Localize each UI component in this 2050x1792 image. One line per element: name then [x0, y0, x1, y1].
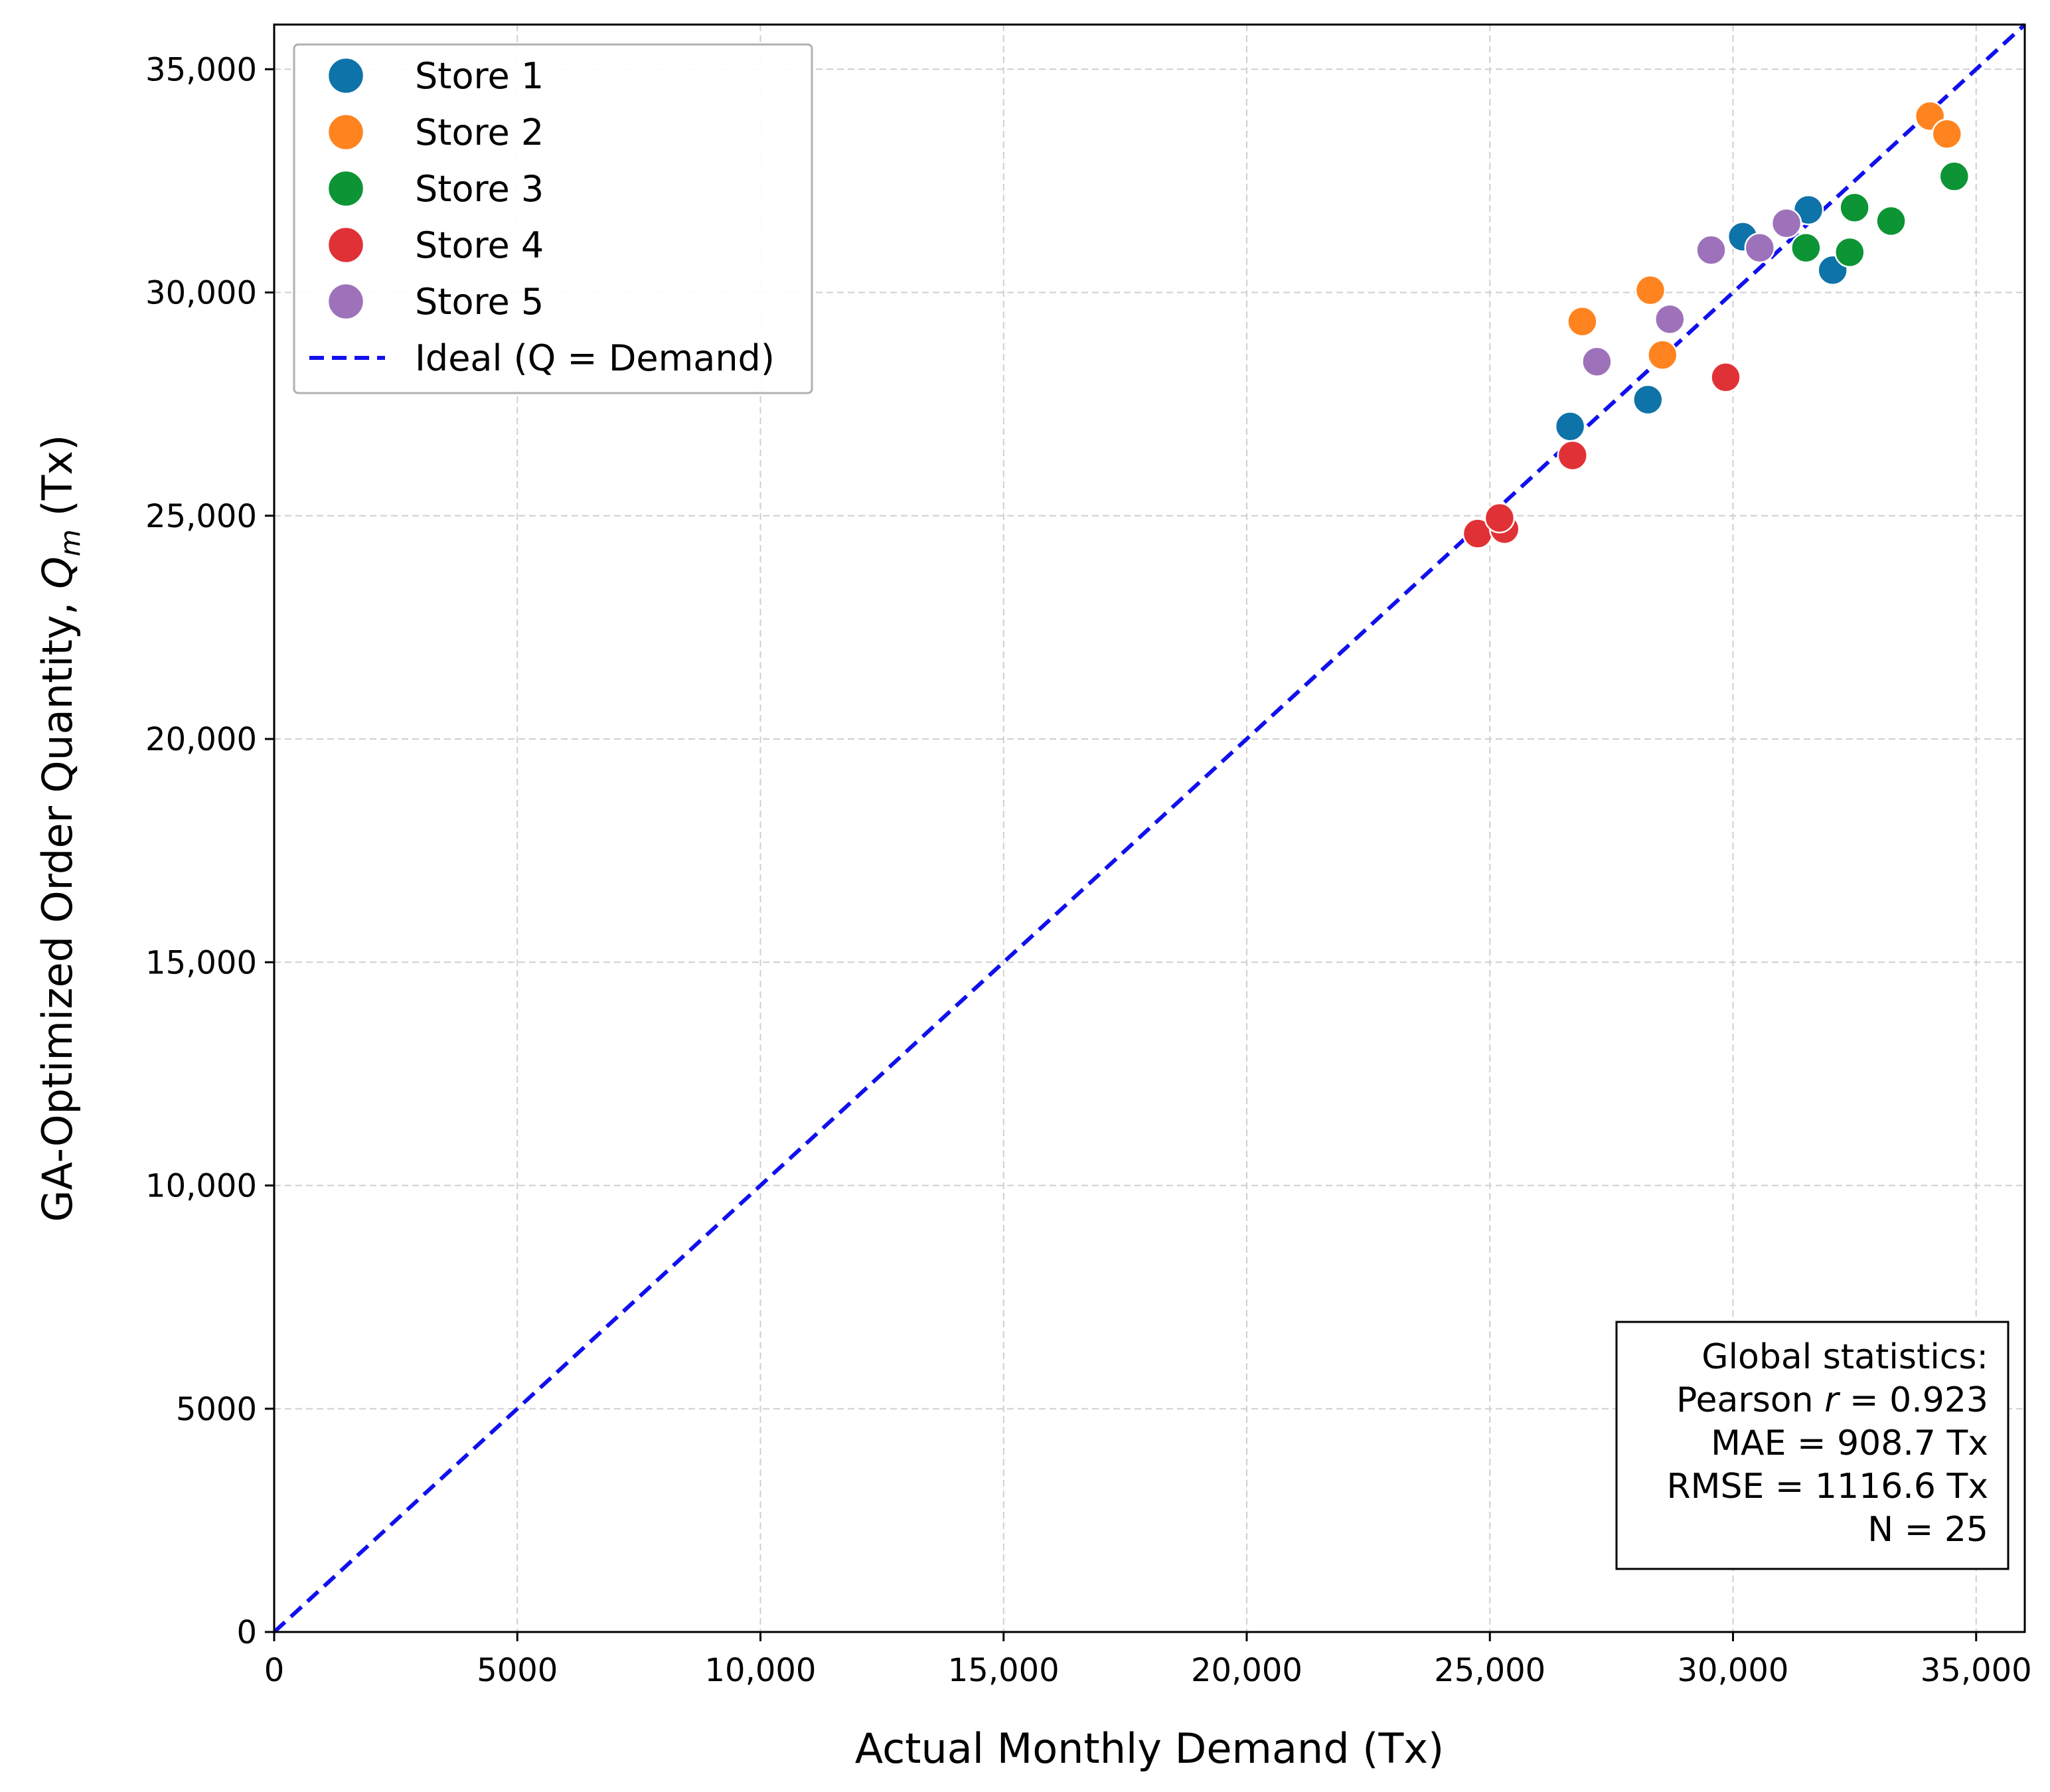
- y-tick-label: 5000: [176, 1391, 257, 1428]
- x-axis-title: Actual Monthly Demand (Tx): [855, 1724, 1444, 1773]
- legend-marker-store-3: [327, 169, 365, 208]
- y-tick-label: 35,000: [145, 51, 257, 88]
- stats-pearson-value: = 0.923: [1839, 1380, 1989, 1420]
- legend-items: Store 1 Store 2 Store 3 Store 4 Store 5 Ideal…: [309, 55, 775, 379]
- x-tick-label: 30,000: [1678, 1652, 1789, 1689]
- data-point-store-5: [1744, 232, 1776, 264]
- data-point-store-3: [1834, 236, 1865, 268]
- data-point-store-1: [1632, 384, 1664, 416]
- legend-label-ideal: Ideal (Q = Demand): [415, 337, 775, 379]
- data-point-store-2: [1567, 305, 1598, 337]
- plot-frame: [273, 23, 2026, 1633]
- data-point-store-2: [1931, 118, 1963, 150]
- x-tick-label: 25,000: [1434, 1652, 1545, 1689]
- y-tick-label: 0: [236, 1614, 257, 1651]
- y-tick-label: 30,000: [145, 275, 257, 312]
- legend-marker-store-5: [327, 282, 365, 321]
- legend: Store 1 Store 2 Store 3 Store 4 Store 5 Ideal…: [293, 43, 813, 394]
- y-tick-label: 25,000: [145, 498, 257, 535]
- stats-pearson-var: r: [1824, 1380, 1841, 1420]
- data-point-store-5: [1695, 234, 1727, 266]
- x-tick-label: 10,000: [705, 1652, 817, 1689]
- legend-label-store-3: Store 3: [415, 168, 544, 210]
- x-tick-label: 35,000: [1921, 1652, 2032, 1689]
- data-point-store-3: [1839, 192, 1870, 223]
- data-point-store-4: [1484, 502, 1516, 534]
- legend-box: [293, 43, 813, 394]
- stats-heading: Global statistics:: [1701, 1337, 1988, 1377]
- y-axis-title-unit: (Tx): [33, 435, 82, 530]
- y-axis-title-var: Q: [33, 556, 82, 589]
- x-tick-label: 20,000: [1191, 1652, 1302, 1689]
- y-axis-title-sub: m: [54, 529, 86, 556]
- data-point-store-3: [1875, 205, 1907, 237]
- y-tick-label: 10,000: [145, 1168, 257, 1205]
- y-tick-label: 15,000: [145, 944, 257, 981]
- data-point-store-3: [1938, 161, 1970, 192]
- stats-box: Global statistics: Pearson r = 0.923 MAE…: [1615, 1321, 2010, 1570]
- legend-marker-store-4: [327, 226, 365, 264]
- legend-label-store-5: Store 5: [415, 281, 544, 323]
- data-point-store-2: [1647, 339, 1678, 370]
- data-point-store-4: [1557, 440, 1589, 471]
- x-tick-label: 15,000: [948, 1652, 1060, 1689]
- data-point-store-2: [1634, 274, 1666, 306]
- y-axis-title: GA-Optimized Order Quantity, Qm (Tx): [33, 435, 86, 1222]
- data-point-store-5: [1771, 208, 1802, 239]
- legend-marker-store-1: [327, 56, 365, 95]
- legend-marker-store-2: [327, 113, 365, 151]
- data-point-store-5: [1654, 303, 1686, 335]
- stats-pearson-prefix: Pearson: [1676, 1380, 1824, 1420]
- legend-label-store-2: Store 2: [415, 112, 544, 153]
- x-tick-label: 0: [264, 1652, 285, 1689]
- stats-n: N = 25: [1867, 1510, 1988, 1550]
- axis-ticks: 0 5000 10,000 15,000 20,000 25,000 30,000 35,00…: [145, 51, 2032, 1689]
- legend-label-store-4: Store 4: [415, 224, 544, 266]
- data-point-store-4: [1710, 362, 1741, 393]
- stats-frame: [1615, 1321, 2010, 1570]
- stats-mae: MAE = 908.7 Tx: [1711, 1424, 1988, 1463]
- y-axis-title-main: GA-Optimized Order Quantity,: [33, 589, 82, 1222]
- ideal-line: [272, 23, 2027, 1634]
- legend-label-store-1: Store 1: [415, 55, 544, 97]
- data-point-store-1: [1554, 411, 1586, 442]
- stats-pearson: Pearson r = 0.923: [1676, 1380, 1988, 1420]
- data-point-store-3: [1790, 232, 1822, 264]
- x-tick-label: 5000: [477, 1652, 558, 1689]
- data-point-store-5: [1581, 346, 1613, 377]
- data-points: [1462, 100, 1970, 549]
- y-tick-label: 20,000: [145, 721, 257, 758]
- stats-rmse: RMSE = 1116.6 Tx: [1666, 1467, 1988, 1507]
